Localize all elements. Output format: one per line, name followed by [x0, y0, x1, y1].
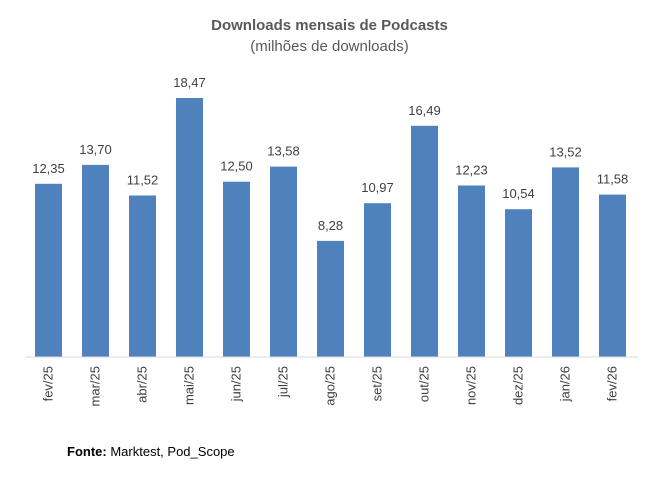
x-tick-label: out/25: [417, 366, 432, 402]
x-tick-label: fev/26: [605, 366, 620, 401]
data-label: 16,49: [408, 103, 441, 118]
bar-out-25: [411, 125, 438, 357]
data-label: 13,70: [79, 142, 112, 157]
x-tick-label: ago/25: [323, 366, 338, 406]
bar-set-25: [364, 203, 391, 357]
x-tick-label: mar/25: [88, 366, 103, 406]
x-tick-label: mai/25: [182, 366, 197, 405]
source-text: Marktest, Pod_Scope: [110, 444, 235, 459]
x-tick-label: jun/25: [229, 366, 244, 402]
chart-subtitle: (milhões de downloads): [250, 38, 408, 55]
bar-dez-25: [505, 209, 532, 357]
bar-jul-25: [270, 166, 297, 357]
x-tick-label: jul/25: [276, 366, 291, 398]
bar-abr-25: [129, 195, 156, 357]
x-tick-label: fev/25: [41, 366, 56, 401]
data-label: 13,52: [549, 144, 582, 159]
data-label: 8,28: [318, 218, 343, 233]
bar-jan-26: [552, 167, 579, 357]
data-label: 12,35: [32, 161, 65, 176]
data-label: 18,47: [173, 75, 206, 90]
x-tick-label: nov/25: [464, 366, 479, 405]
source-label: Fonte:: [67, 444, 107, 459]
bars-group: 12,35 fev/25 13,70 mar/25 11,52 abr/25 18,47 ma…: [32, 75, 628, 406]
data-label: 12,50: [220, 159, 253, 174]
bar-fev-26: [599, 194, 626, 357]
data-label: 10,97: [361, 180, 394, 195]
bar-ago-25: [317, 240, 344, 357]
bar-mai-25: [176, 98, 203, 357]
data-label: 10,54: [502, 186, 535, 201]
bar-jun-25: [223, 181, 250, 357]
x-tick-label: dez/25: [511, 366, 526, 405]
x-tick-label: set/25: [370, 366, 385, 401]
data-label: 13,58: [267, 144, 300, 159]
chart-title: Downloads mensais de Podcasts: [211, 17, 448, 34]
x-tick-label: abr/25: [135, 366, 150, 403]
data-label: 11,58: [597, 172, 629, 187]
bar-fev-25: [35, 183, 62, 357]
data-label: 12,23: [455, 163, 488, 178]
data-label: 11,52: [127, 173, 159, 188]
source-note: Fonte: Marktest, Pod_Scope: [67, 444, 235, 459]
x-tick-label: jan/26: [558, 366, 573, 402]
bar-mar-25: [82, 164, 109, 357]
bar-nov-25: [458, 185, 485, 357]
